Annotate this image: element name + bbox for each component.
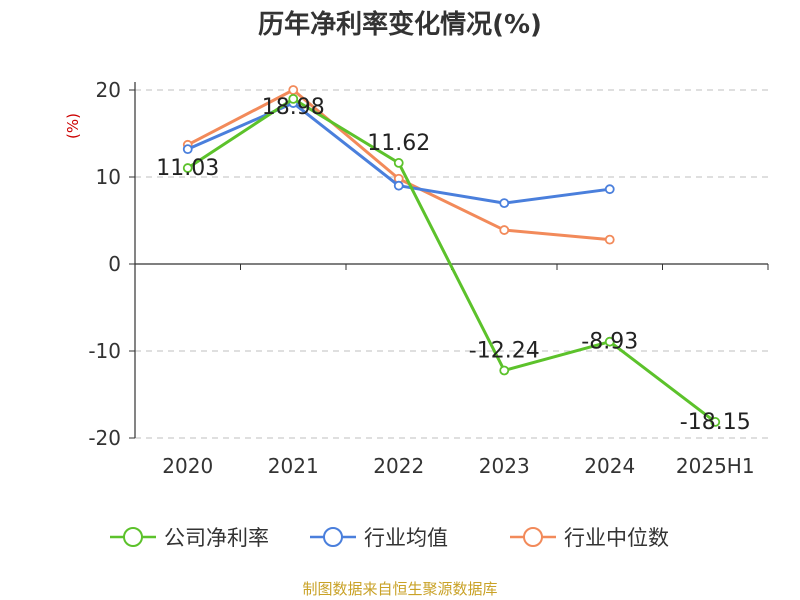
y-tick-label: 20 — [96, 78, 121, 102]
data-point — [499, 225, 510, 235]
y-tick-label: 10 — [96, 165, 121, 189]
data-point — [604, 184, 615, 195]
x-tick-label: 2021 — [268, 454, 319, 478]
data-point — [288, 85, 299, 95]
x-tick-label: 2025H1 — [676, 454, 755, 478]
data-point — [604, 234, 615, 245]
data-point — [499, 365, 510, 376]
x-tick-label: 2020 — [162, 454, 213, 478]
legend-marker — [523, 527, 543, 547]
data-label: -8.93 — [581, 330, 638, 355]
data-label: -12.24 — [469, 338, 540, 363]
data-point — [393, 180, 404, 191]
chart-title: 历年净利率变化情况(%) — [258, 10, 542, 40]
y-tick-label: 0 — [108, 252, 121, 276]
y-tick-label: -20 — [88, 426, 121, 450]
y-tick-label: -10 — [88, 339, 121, 363]
data-point — [182, 163, 193, 173]
legend-label: 行业均值 — [364, 526, 448, 550]
data-label: 18.98 — [262, 95, 325, 120]
data-point — [393, 158, 404, 168]
data-point — [182, 144, 193, 155]
y-axis-label: (%) — [64, 113, 82, 139]
legend-marker — [323, 527, 343, 547]
data-point — [499, 198, 510, 209]
data-label: 11.03 — [156, 156, 219, 181]
data-point — [288, 93, 299, 104]
x-tick-label: 2022 — [373, 454, 424, 478]
x-tick-label: 2024 — [584, 454, 635, 478]
legend-label: 行业中位数 — [564, 526, 669, 550]
x-tick-label: 2023 — [479, 454, 530, 478]
legend-label: 公司净利率 — [164, 526, 269, 550]
data-label: -18.15 — [680, 410, 751, 435]
series-line — [186, 97, 717, 424]
data-point — [604, 336, 615, 347]
data-point — [710, 417, 721, 427]
legend-marker — [123, 527, 143, 547]
data-label: 11.62 — [367, 131, 430, 156]
source-note: 制图数据来自恒生聚源数据库 — [302, 580, 498, 598]
